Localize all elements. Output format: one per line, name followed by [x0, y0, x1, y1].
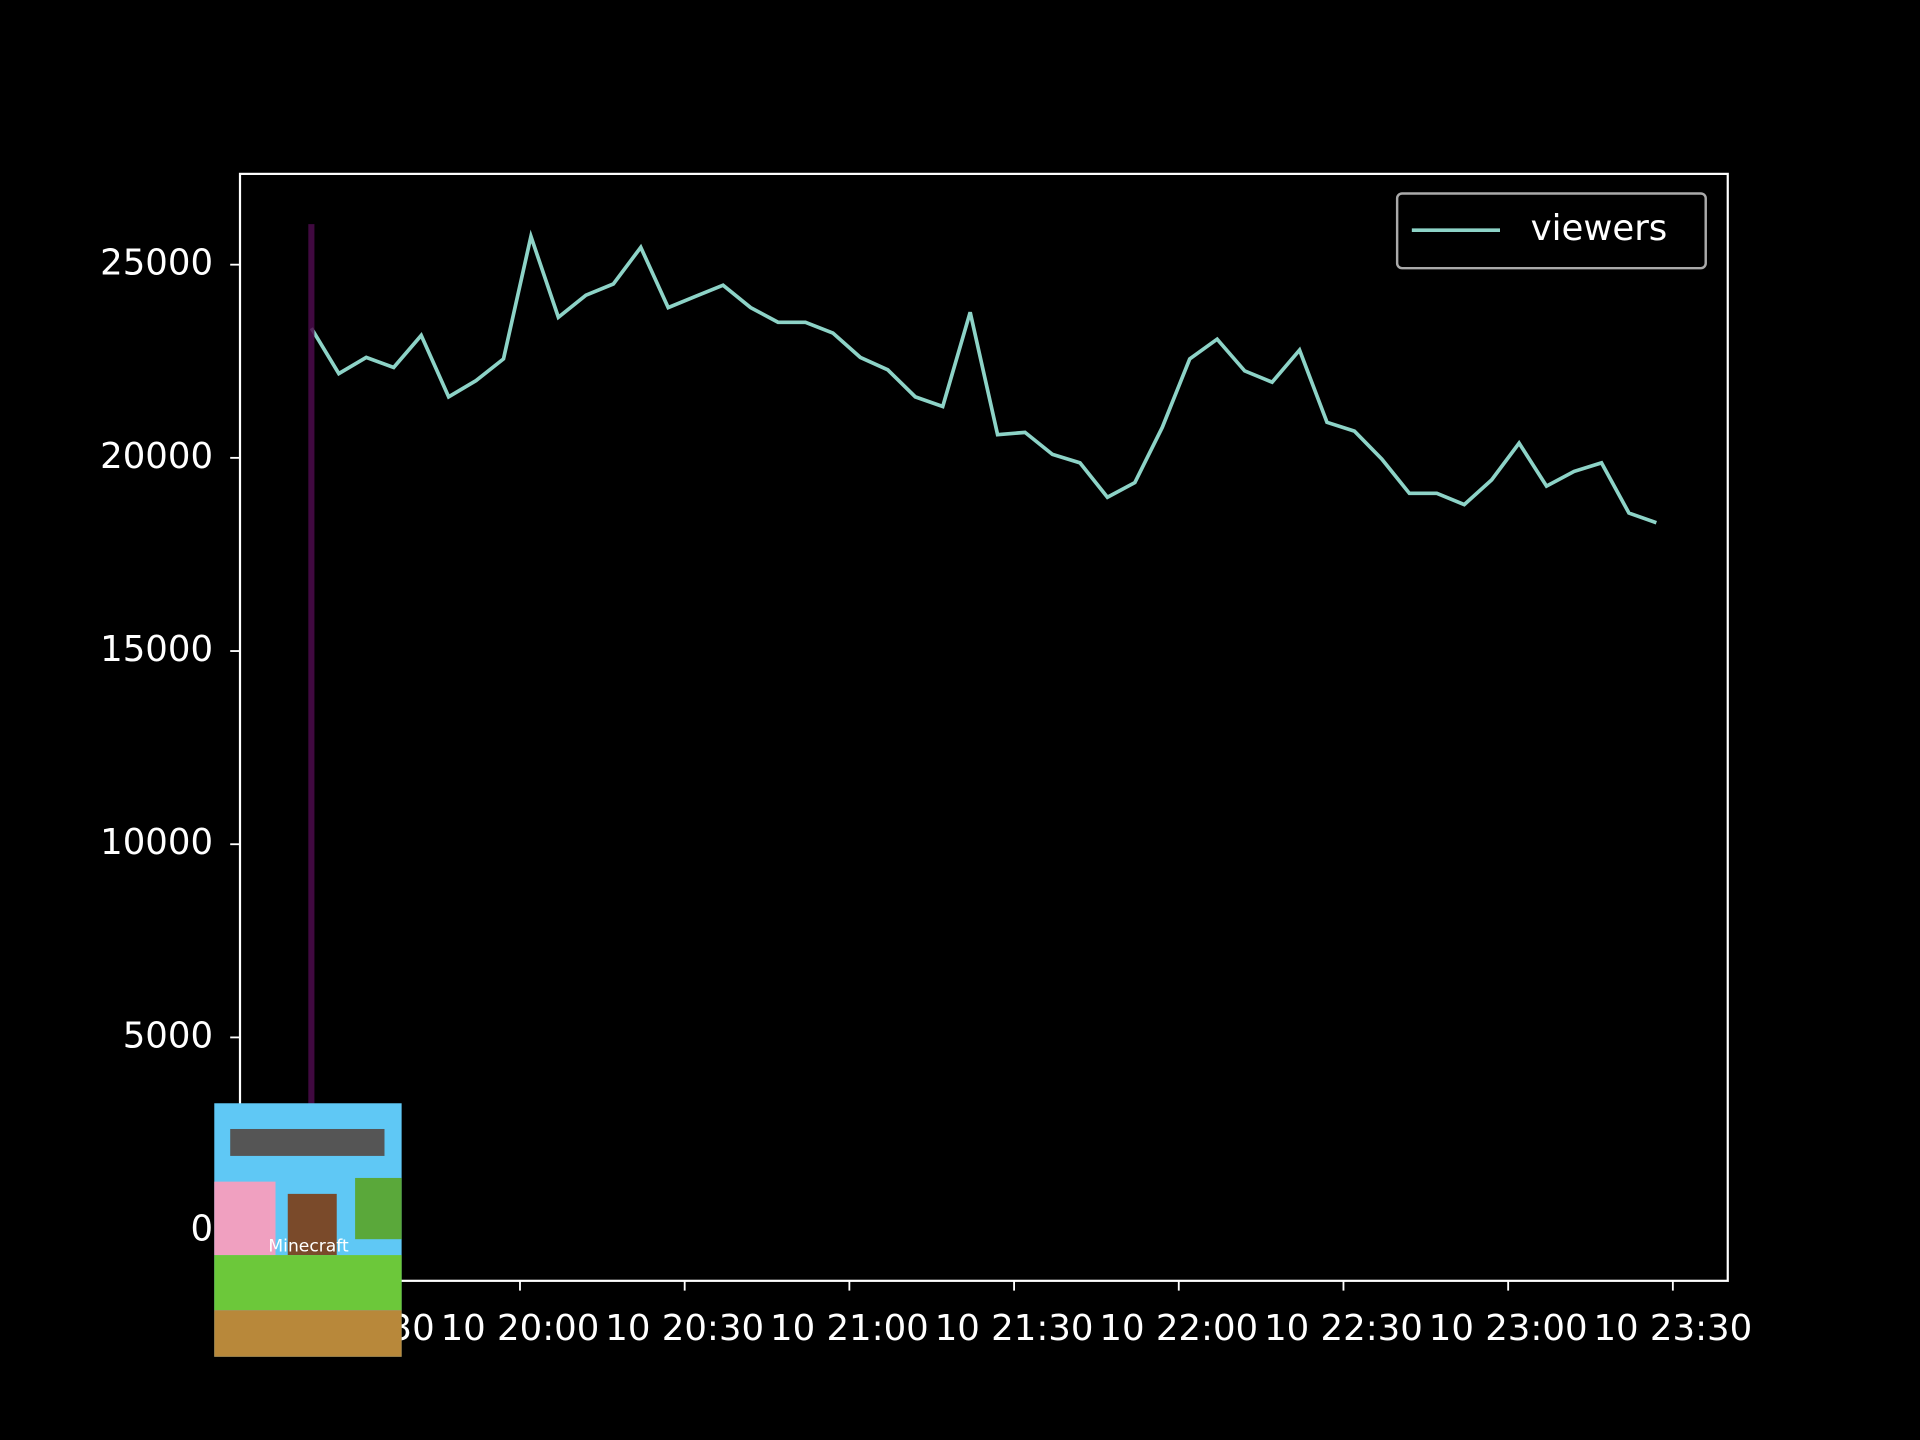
y-tick-label: 10000 [100, 822, 213, 863]
legend-label: viewers [1531, 208, 1668, 249]
legend-box [1395, 192, 1707, 270]
thumb-tree [355, 1177, 402, 1240]
x-tick-label: 10 23:00 [1429, 1308, 1588, 1349]
x-tick-label: 10 22:30 [1264, 1308, 1423, 1349]
legend: viewers [1395, 192, 1707, 270]
x-tick-label: 10 21:30 [935, 1308, 1094, 1349]
plot-frame [238, 172, 1729, 1282]
x-tick-label: 10 20:30 [605, 1308, 764, 1349]
thumb-caption: Minecraft [268, 1237, 349, 1257]
thumb-hero [287, 1193, 337, 1256]
thumb-grass [214, 1255, 402, 1311]
thumb-blossom [214, 1181, 276, 1256]
x-tick-label: 10 21:00 [770, 1308, 929, 1349]
y-tick-label: 25000 [100, 243, 213, 284]
thumb-dirt [214, 1310, 402, 1357]
game-thumbnail: Minecraft [214, 1103, 402, 1357]
x-tick-label: 10 23:30 [1593, 1308, 1752, 1349]
y-tick-label: 5000 [123, 1015, 213, 1056]
x-tick-label: 10 20:00 [441, 1308, 600, 1349]
thumb-logo [230, 1128, 385, 1156]
line [309, 229, 1657, 525]
y-tick-label: 0 [190, 1209, 213, 1250]
y-tick-label: 15000 [100, 629, 213, 670]
y-tick-label: 20000 [100, 436, 213, 477]
x-tick-label: 10 22:00 [1099, 1308, 1258, 1349]
